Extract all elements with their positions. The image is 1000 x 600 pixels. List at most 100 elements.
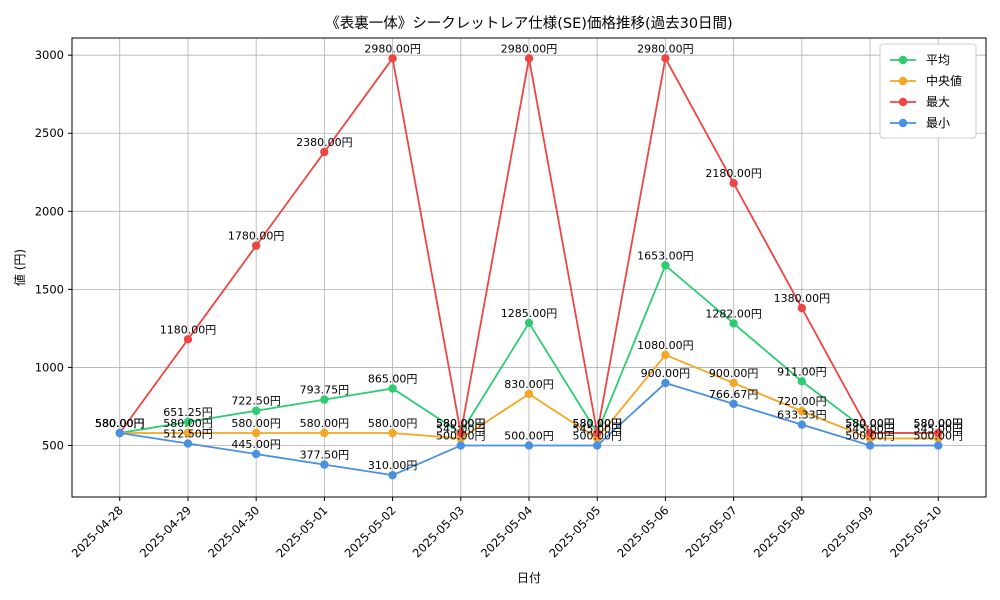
- legend-box: [879, 43, 977, 139]
- data-label: 633.33円: [777, 409, 827, 422]
- data-point: [729, 399, 738, 409]
- data-point: [524, 441, 534, 450]
- data-point: [183, 439, 193, 448]
- x-tick-label: 2025-05-02: [342, 503, 399, 560]
- data-label: 580.00円: [368, 417, 418, 430]
- legend-label: 最小: [926, 116, 950, 130]
- x-tick-label: 2025-05-08: [751, 503, 808, 560]
- x-tick-label: 2025-05-07: [683, 503, 740, 560]
- data-point: [524, 318, 534, 328]
- data-label: 830.00円: [504, 378, 554, 391]
- data-label: 500.00円: [436, 429, 486, 442]
- data-label: 900.00円: [709, 367, 759, 380]
- data-label: 580.00円: [845, 417, 895, 430]
- data-label: 445.00円: [231, 438, 281, 451]
- data-label: 500.00円: [504, 429, 554, 442]
- data-point: [797, 303, 807, 313]
- data-point: [320, 460, 329, 469]
- data-point: [593, 428, 602, 438]
- data-label: 580.00円: [95, 417, 145, 430]
- data-point: [456, 428, 465, 438]
- x-tick-label: 2025-04-30: [205, 503, 262, 560]
- data-label: 720.00円: [777, 395, 827, 408]
- data-point: [251, 449, 261, 459]
- y-axis-title: 値 (円): [12, 249, 27, 286]
- data-point: [797, 406, 807, 416]
- y-tick-label: 1500: [35, 282, 64, 296]
- x-tick-label: 2025-05-01: [273, 503, 330, 560]
- data-point: [661, 378, 670, 388]
- data-point: [183, 417, 193, 427]
- data-point: [388, 54, 397, 63]
- data-label: 2980.00円: [501, 42, 558, 55]
- y-tick-label: 3000: [35, 48, 64, 62]
- legend-label: 最大: [926, 95, 950, 109]
- data-label: 545.00円: [914, 422, 964, 435]
- data-label: 545.00円: [572, 422, 622, 435]
- x-tick-label: 2025-05-03: [410, 503, 467, 560]
- y-tick-label: 500: [42, 438, 64, 452]
- x-tick-label: 2025-05-06: [614, 503, 671, 560]
- data-point: [865, 441, 875, 450]
- data-label: 500.00円: [845, 429, 895, 442]
- data-label: 1780.00円: [228, 230, 285, 243]
- data-label: 580.00円: [845, 417, 895, 430]
- data-point: [934, 428, 943, 438]
- data-label: 580.00円: [914, 417, 964, 430]
- data-label: 580.00円: [436, 417, 486, 430]
- data-label: 580.00円: [95, 417, 145, 430]
- data-point: [388, 384, 397, 393]
- data-label: 545.00円: [436, 422, 486, 435]
- x-tick-label: 2025-05-09: [819, 503, 876, 560]
- data-label: 766.67円: [709, 388, 759, 401]
- x-tick-label: 2025-05-05: [546, 503, 603, 560]
- data-label: 793.75円: [300, 384, 350, 397]
- legend-marker: [898, 76, 908, 86]
- y-tick-label: 2500: [35, 126, 64, 140]
- legend-label: 平均: [926, 53, 950, 67]
- x-axis-title: 日付: [517, 571, 541, 585]
- data-point: [251, 428, 261, 438]
- data-label: 1285.00円: [501, 307, 558, 320]
- data-point: [729, 178, 738, 188]
- data-point: [388, 428, 397, 438]
- data-label: 580.00円: [95, 417, 145, 430]
- data-label: 580.00円: [572, 417, 622, 430]
- data-label: 2980.00円: [637, 42, 694, 55]
- data-label: 865.00円: [368, 372, 418, 385]
- data-label: 580.00円: [95, 417, 145, 430]
- data-point: [661, 350, 670, 360]
- data-label: 580.00円: [163, 417, 213, 430]
- data-point: [729, 319, 738, 328]
- y-tick-label: 1000: [35, 360, 64, 374]
- data-label: 580.00円: [436, 417, 486, 430]
- data-point: [251, 241, 261, 250]
- data-label: 2980.00円: [364, 42, 421, 55]
- legend-marker: [898, 97, 908, 107]
- data-point: [115, 428, 124, 438]
- data-label: 1282.00円: [705, 307, 762, 320]
- data-point: [183, 428, 193, 438]
- data-label: 310.00円: [368, 459, 418, 472]
- x-tick-label: 2025-04-28: [69, 503, 126, 560]
- data-point: [593, 441, 602, 450]
- data-point: [183, 335, 193, 344]
- data-point: [865, 428, 875, 438]
- y-tick-label: 2000: [35, 204, 64, 218]
- x-tick-label: 2025-04-29: [137, 503, 194, 560]
- data-point: [251, 406, 261, 415]
- data-label: 1180.00円: [160, 323, 217, 336]
- data-point: [388, 470, 397, 480]
- chart-title: 《表裏一体》シークレットレア仕様(SE)価格推移(過去30日間): [325, 14, 732, 32]
- data-label: 911.00円: [777, 365, 827, 378]
- data-point: [524, 54, 534, 63]
- data-label: 500.00円: [914, 429, 964, 442]
- data-label: 500.00円: [572, 429, 622, 442]
- data-label: 580.00円: [914, 417, 964, 430]
- data-point: [797, 377, 807, 386]
- data-point: [729, 378, 738, 388]
- data-label: 580.00円: [572, 417, 622, 430]
- data-label: 2180.00円: [705, 167, 762, 180]
- data-point: [661, 54, 670, 63]
